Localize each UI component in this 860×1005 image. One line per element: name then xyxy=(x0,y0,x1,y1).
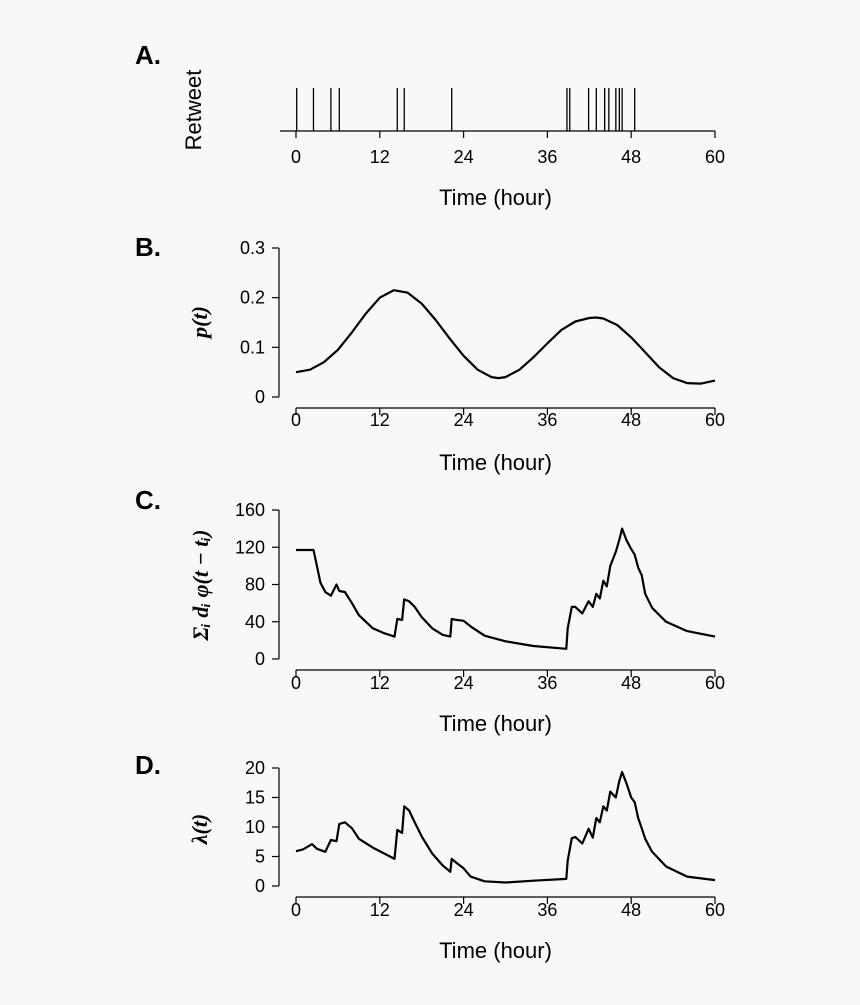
panel-b-x-tick-label: 60 xyxy=(705,410,725,430)
panel-d-y-tick-label: 20 xyxy=(245,758,265,778)
panel-b-x-tick-label: 36 xyxy=(537,410,557,430)
panel-d-x-tick-label: 36 xyxy=(537,900,557,920)
panel-a-x-axis-label: Time (hour) xyxy=(439,185,552,210)
panel-a-x-tick-label: 12 xyxy=(370,147,390,167)
panel-c-y-tick-label: 80 xyxy=(245,575,265,595)
panel-d-y-tick-label: 15 xyxy=(245,788,265,808)
panel-d-x-tick-label: 48 xyxy=(621,900,641,920)
panel-c-x-axis-label: Time (hour) xyxy=(439,711,552,736)
panel-b-y-tick-label: 0.3 xyxy=(240,238,265,258)
panel-d-x-tick-label: 0 xyxy=(291,900,301,920)
panel-a-x-tick-label: 48 xyxy=(621,147,641,167)
panel-c-y-tick-label: 0 xyxy=(255,649,265,669)
panel-d-x-tick-label: 12 xyxy=(370,900,390,920)
panel-d-y-axis-label: λ(t) xyxy=(187,814,212,846)
panel-c-y-tick-label: 160 xyxy=(235,500,265,520)
panel-b-x-tick-label: 12 xyxy=(370,410,390,430)
panel-c-x-tick-label: 12 xyxy=(370,673,390,693)
panel-a-y-axis-label: Retweet xyxy=(181,70,206,151)
panel-a-x-tick-label: 60 xyxy=(705,147,725,167)
panel-c-x-tick-label: 24 xyxy=(454,673,474,693)
panel-a-label: A. xyxy=(135,40,161,70)
panel-c-y-axis-label: Σᵢ dᵢ φ(t − tᵢ) xyxy=(188,530,213,642)
panel-b-x-tick-label: 0 xyxy=(291,410,301,430)
panel-c-y-tick-label: 40 xyxy=(245,612,265,632)
panel-c-x-tick-label: 60 xyxy=(705,673,725,693)
panel-c-y-axis-label-text: Σᵢ dᵢ φ(t − tᵢ) xyxy=(188,530,213,642)
panel-b-x-tick-label: 48 xyxy=(621,410,641,430)
panel-c-label: C. xyxy=(135,485,161,515)
panel-d-x-axis-label: Time (hour) xyxy=(439,938,552,963)
panel-c-series-line xyxy=(296,527,716,650)
panel-c-y-tick-label: 120 xyxy=(235,537,265,557)
panel-d-y-tick-label: 10 xyxy=(245,817,265,837)
panel-d-y-tick-label: 5 xyxy=(255,847,265,867)
panel-d-y-tick-label: 0 xyxy=(255,876,265,896)
panel-a-x-tick-label: 24 xyxy=(454,147,474,167)
panel-b-series-line xyxy=(295,289,716,385)
panel-a-x-tick-label: 0 xyxy=(291,147,301,167)
panel-d-series-line xyxy=(295,771,716,884)
panel-d-x-tick-label: 60 xyxy=(705,900,725,920)
panel-c-x-tick-label: 0 xyxy=(291,673,301,693)
panel-c-x-tick-label: 36 xyxy=(537,673,557,693)
panel-b-y-tick-label: 0 xyxy=(255,387,265,407)
panel-b-x-axis-label: Time (hour) xyxy=(439,450,552,475)
panel-b-y-tick-label: 0.1 xyxy=(240,337,265,357)
panel-b-label: B. xyxy=(135,232,161,262)
panel-a-x-tick-label: 36 xyxy=(537,147,557,167)
panel-b-y-tick-label: 0.2 xyxy=(240,288,265,308)
panel-d-x-tick-label: 24 xyxy=(454,900,474,920)
panel-b-y-axis-label: p(t) xyxy=(187,306,212,340)
panel-b-x-tick-label: 24 xyxy=(454,410,474,430)
panel-c-x-tick-label: 48 xyxy=(621,673,641,693)
panel-d-label: D. xyxy=(135,750,161,780)
